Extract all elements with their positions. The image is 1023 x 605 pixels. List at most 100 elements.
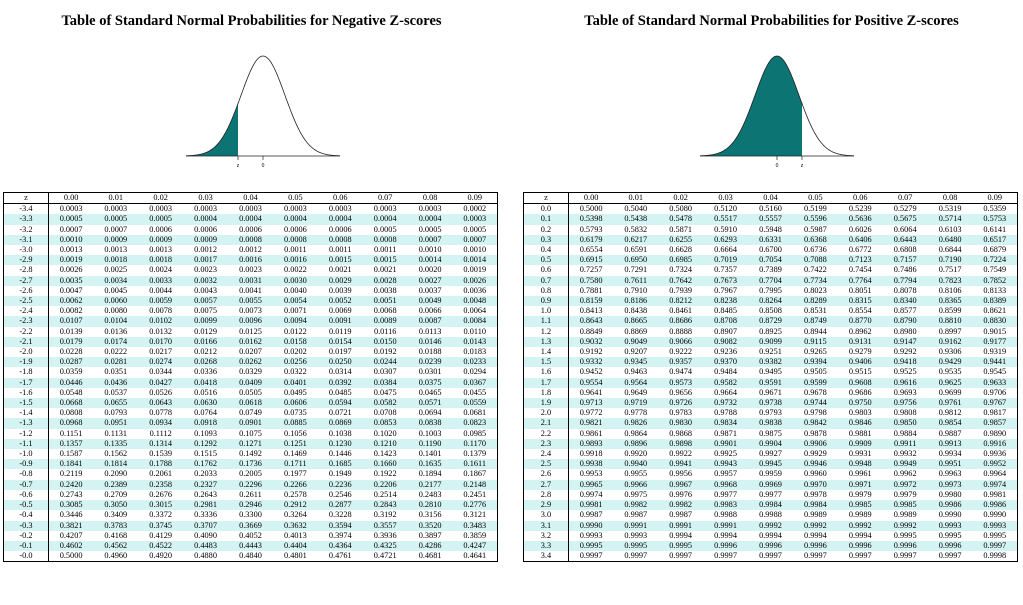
header-z: z bbox=[3, 192, 49, 205]
header-col: 0.05 bbox=[272, 192, 318, 205]
probability-cell: 0.3264 bbox=[283, 510, 307, 520]
probability-cell: 0.6736 bbox=[803, 245, 827, 255]
probability-cell: 0.6628 bbox=[669, 245, 693, 255]
probability-cell: 0.9948 bbox=[837, 459, 883, 470]
probability-cell: 0.3557 bbox=[362, 520, 408, 531]
probability-cell: 0.8962 bbox=[848, 326, 872, 336]
probability-cell: 0.9995 bbox=[658, 540, 704, 552]
probability-cell: 0.0008 bbox=[362, 234, 408, 246]
probability-cell: 0.0735 bbox=[283, 408, 307, 418]
probability-cell: 0.0110 bbox=[463, 326, 487, 336]
probability-cell: 0.9931 bbox=[848, 449, 872, 459]
probability-cell: 0.0207 bbox=[239, 347, 262, 357]
probability-cell: 0.5000 bbox=[579, 204, 603, 214]
probability-cell: 0.9147 bbox=[882, 336, 928, 348]
probability-cell: 0.8888 bbox=[669, 326, 693, 336]
probability-cell: 0.0392 bbox=[317, 377, 363, 388]
probability-cell: 0.0606 bbox=[272, 398, 318, 409]
probability-cell: 0.0681 bbox=[463, 408, 487, 418]
probability-cell: 0.0009 bbox=[183, 234, 229, 246]
table-row: -2.9 0.0019 0.0018 0.0018 0.0017 0.0016 0.0016… bbox=[3, 255, 498, 266]
probability-cell: 0.3897 bbox=[418, 530, 442, 540]
probability-cell: 0.0301 bbox=[418, 367, 442, 377]
z-value-cell: 3.4 bbox=[523, 551, 569, 562]
probability-cell: 0.9994 bbox=[669, 530, 693, 540]
probability-cell: 0.9996 bbox=[792, 540, 838, 552]
probability-cell: 0.9995 bbox=[613, 540, 659, 552]
table-row: 2.1 0.9821 0.9826 0.9830 0.9834 0.9838 0.9842 0… bbox=[523, 418, 1018, 429]
table-row: -3.2 0.0007 0.0007 0.0006 0.0006 0.0006 0.0006… bbox=[3, 224, 498, 235]
z-value-cell: 2.5 bbox=[523, 459, 569, 470]
probability-cell: 0.9976 bbox=[669, 489, 693, 499]
positive-zero-marker-label: 0 bbox=[776, 163, 779, 169]
probability-cell: 0.4602 bbox=[48, 540, 94, 552]
probability-cell: 0.0031 bbox=[228, 275, 273, 286]
probability-cell: 0.9115 bbox=[792, 336, 838, 348]
probability-cell: 0.0505 bbox=[239, 387, 262, 397]
positive-curve-outline bbox=[699, 55, 855, 157]
probability-cell: 0.0089 bbox=[362, 316, 408, 327]
probability-cell: 0.0250 bbox=[317, 357, 363, 368]
z-value-cell: -3.4 bbox=[3, 203, 49, 215]
probability-cell: 0.0022 bbox=[283, 265, 307, 275]
probability-cell: 0.0294 bbox=[463, 367, 487, 377]
probability-cell: 0.1190 bbox=[407, 438, 453, 450]
probability-cell: 0.9989 bbox=[848, 510, 872, 520]
probability-cell: 0.9222 bbox=[669, 347, 693, 357]
probability-cell: 0.2676 bbox=[149, 489, 173, 499]
probability-cell: 0.9633 bbox=[972, 377, 1018, 388]
probability-cell: 0.1251 bbox=[272, 438, 318, 450]
z-value-cell: -3.3 bbox=[3, 214, 49, 225]
probability-cell: 0.9893 bbox=[568, 438, 614, 450]
header-col: 0.04 bbox=[748, 192, 793, 205]
table-row: -0.3 0.3821 0.3783 0.3745 0.3707 0.3669 0.3632… bbox=[3, 520, 498, 531]
probability-cell: 0.0068 bbox=[373, 306, 397, 316]
probability-cell: 0.0655 bbox=[93, 398, 139, 409]
probability-cell: 0.0192 bbox=[373, 347, 397, 357]
z-value-cell: -1.2 bbox=[3, 428, 49, 439]
probability-cell: 0.9932 bbox=[893, 449, 917, 459]
probability-cell: 0.9082 bbox=[703, 336, 749, 348]
probability-cell: 0.2483 bbox=[418, 489, 442, 499]
probability-cell: 0.0082 bbox=[59, 306, 83, 316]
probability-cell: 0.0030 bbox=[272, 275, 318, 286]
header-col: 0.04 bbox=[228, 192, 273, 205]
z-value-cell: -1.4 bbox=[3, 408, 49, 419]
probability-cell: 0.7881 bbox=[579, 285, 603, 295]
probability-cell: 0.0017 bbox=[183, 255, 229, 266]
header-z: z bbox=[523, 192, 569, 205]
probability-cell: 0.9884 bbox=[893, 428, 917, 438]
probability-cell: 0.9949 bbox=[882, 459, 928, 470]
z-value-cell: 2.1 bbox=[523, 418, 569, 429]
probability-cell: 0.9991 bbox=[703, 520, 749, 531]
probability-cell: 0.9591 bbox=[748, 377, 793, 388]
probability-cell: 0.9997 bbox=[714, 551, 737, 561]
probability-cell: 0.9916 bbox=[972, 438, 1018, 450]
probability-cell: 0.4443 bbox=[228, 540, 273, 552]
probability-cell: 0.0793 bbox=[104, 408, 128, 418]
probability-cell: 0.6443 bbox=[882, 234, 928, 246]
probability-cell: 0.8461 bbox=[669, 306, 693, 316]
probability-cell: 0.3015 bbox=[138, 500, 184, 511]
table-row: 1.1 0.8643 0.8665 0.8686 0.8708 0.8729 0.8749 0… bbox=[523, 316, 1018, 327]
table-row: -0.4 0.3446 0.3409 0.3372 0.3336 0.3300 0.3264… bbox=[3, 510, 498, 521]
probability-cell: 0.0006 bbox=[283, 224, 307, 234]
table-row: 2.8 0.9974 0.9975 0.9976 0.9977 0.9977 0.9978 0… bbox=[523, 489, 1018, 501]
probability-cell: 0.9881 bbox=[848, 428, 872, 438]
table-row: -3.0 0.0013 0.0013 0.0013 0.0012 0.0012 0.0011… bbox=[3, 245, 498, 256]
probability-cell: 0.9207 bbox=[624, 347, 648, 357]
probability-cell: 0.0968 bbox=[48, 418, 94, 429]
probability-cell: 0.9429 bbox=[927, 357, 973, 368]
probability-cell: 0.0274 bbox=[138, 357, 184, 368]
z-value-cell: 0.8 bbox=[523, 285, 569, 297]
probability-cell: 0.7794 bbox=[882, 275, 928, 286]
probability-cell: 0.8980 bbox=[893, 326, 917, 336]
probability-cell: 0.0036 bbox=[463, 285, 487, 295]
probability-cell: 0.8186 bbox=[613, 296, 659, 307]
negative-header-row: z 0.00 0.01 0.02 0.03 0.04 0.05 0.06 0.07 0.08 0.0… bbox=[3, 192, 498, 205]
probability-cell: 0.9997 bbox=[972, 540, 1018, 552]
probability-cell: 0.0016 bbox=[272, 255, 318, 266]
table-row: -0.5 0.3085 0.3050 0.3015 0.2981 0.2946 0.2912… bbox=[3, 500, 498, 511]
probability-cell: 0.9772 bbox=[579, 408, 603, 418]
probability-cell: 0.8212 bbox=[658, 296, 704, 307]
